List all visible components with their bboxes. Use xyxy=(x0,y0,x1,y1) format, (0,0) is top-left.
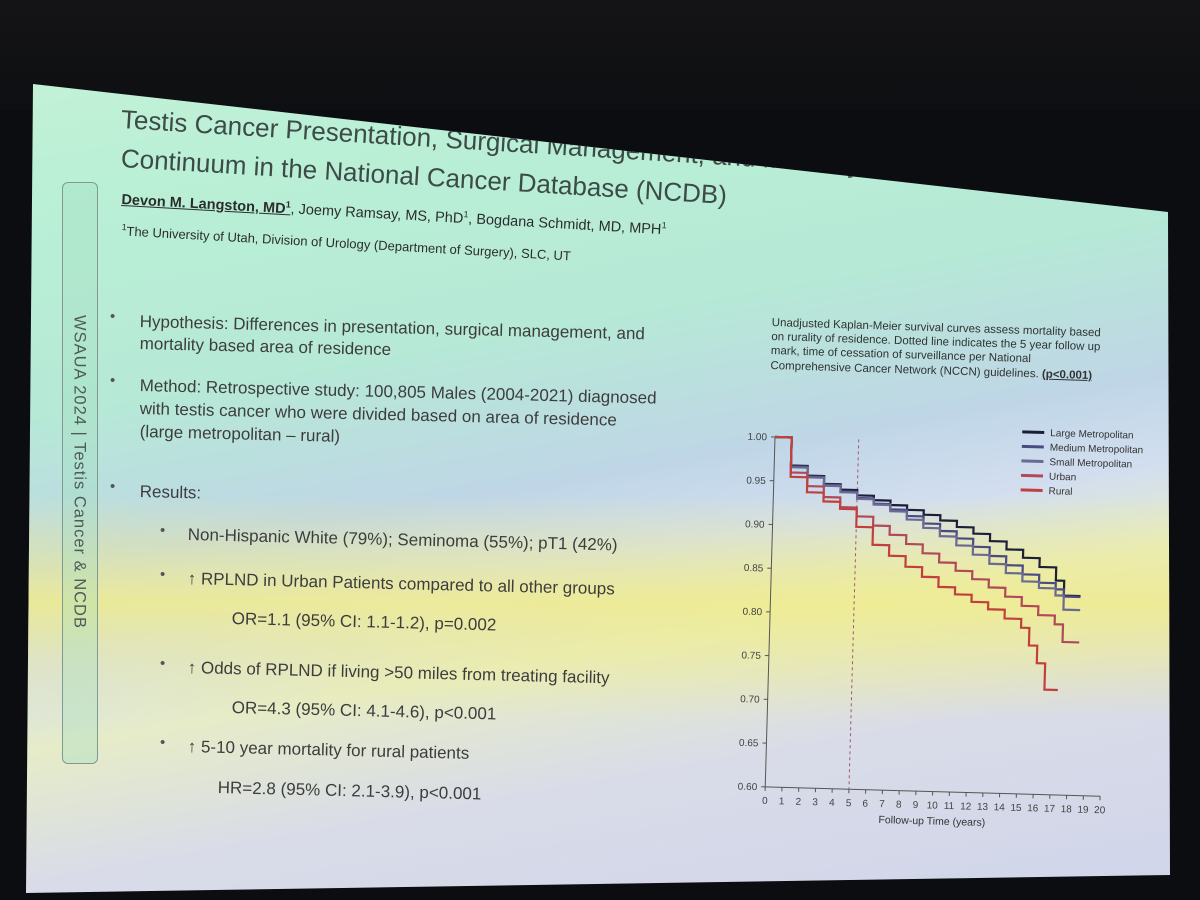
y-tick-label: 0.90 xyxy=(745,519,765,531)
x-tick-label: 4 xyxy=(829,798,835,809)
series-line-rural xyxy=(774,435,1058,692)
km-survival-chart: 0.600.650.700.750.800.850.900.951.000 1 2 3… xyxy=(738,428,1144,829)
legend-swatch xyxy=(1020,488,1043,492)
bullet-dot: • xyxy=(110,478,116,495)
legend-swatch xyxy=(1020,473,1044,478)
x-tick-label: 11 xyxy=(944,801,955,812)
chart-plot-group: 0.600.650.700.750.800.850.900.951.000 1 2 3… xyxy=(738,428,1144,829)
x-tick-label: 7 xyxy=(879,799,885,810)
x-tick-label: 5 xyxy=(846,798,852,809)
legend-label: Urban xyxy=(1049,472,1077,484)
y-tick-label: 0.60 xyxy=(738,782,758,794)
y-tick-label: 0.95 xyxy=(746,475,766,487)
caption-p-value: (p<0.001) xyxy=(1041,368,1093,382)
x-tick-label: 16 xyxy=(1027,803,1039,814)
x-tick-label: 20 xyxy=(1094,805,1106,816)
x-tick-label: 3 xyxy=(812,797,818,808)
legend-label: Medium Metropolitan xyxy=(1050,443,1144,457)
bullet-dot: • xyxy=(160,655,166,672)
result-3-stat: OR=4.3 (95% CI: 4.1-4.6), p<0.001 xyxy=(231,698,497,724)
bullet-dot: • xyxy=(160,566,166,583)
method-line-3: (large metropolitan – rural) xyxy=(139,422,341,446)
y-tick-label: 1.00 xyxy=(747,432,767,444)
x-axis-label: Follow-up Time (years) xyxy=(878,814,985,829)
result-1: Non-Hispanic White (79%); Seminoma (55%)… xyxy=(187,525,618,555)
author-others-2: , Bogdana Schmidt, MD, MPH xyxy=(467,211,662,238)
x-tick-label: 8 xyxy=(896,800,902,811)
series-line-urban xyxy=(774,435,1080,644)
x-tick-label: 19 xyxy=(1077,805,1089,816)
series-line-small-metropolitan xyxy=(774,435,1081,612)
author-others: , Joemy Ramsay, MS, PhD xyxy=(290,201,464,227)
x-tick-label: 6 xyxy=(862,799,868,810)
bullet-dot: • xyxy=(160,522,166,539)
x-tick-label: 15 xyxy=(1010,803,1022,814)
x-tick-label: 9 xyxy=(913,800,919,811)
result-4: ↑ 5-10 year mortality for rural patients xyxy=(187,737,470,763)
x-tick-label: 10 xyxy=(927,800,939,811)
legend-label: Large Metropolitan xyxy=(1050,428,1134,441)
results-heading: Results: xyxy=(139,482,202,503)
result-2: ↑ RPLND in Urban Patients compared to al… xyxy=(187,569,615,599)
bullet-dot: • xyxy=(110,308,116,325)
result-4-stat: HR=2.8 (95% CI: 2.1-3.9), p<0.001 xyxy=(217,778,482,804)
y-tick-label: 0.65 xyxy=(739,738,759,750)
y-tick-label: 0.80 xyxy=(742,607,762,619)
chart-caption: Unadjusted Kaplan-Meier survival curves … xyxy=(770,316,1101,382)
bullet-dot: • xyxy=(110,372,116,389)
x-tick-label: 18 xyxy=(1060,804,1072,815)
legend-swatch xyxy=(1021,459,1044,464)
legend-swatch xyxy=(1022,430,1045,435)
side-label: WSAUA 2024 | Testis Cancer & NCDB xyxy=(70,315,89,629)
y-tick-label: 0.70 xyxy=(740,694,760,706)
legend-label: Rural xyxy=(1048,486,1072,498)
five-year-reference-line xyxy=(848,439,860,790)
x-tick-label: 14 xyxy=(994,802,1006,813)
x-tick-label: 17 xyxy=(1044,804,1056,815)
y-tick-label: 0.75 xyxy=(741,650,761,662)
x-tick-label: 1 xyxy=(779,796,785,807)
result-3: ↑ Odds of RPLND if living >50 miles from… xyxy=(187,658,610,688)
room-background xyxy=(0,0,1200,110)
x-tick-label: 2 xyxy=(795,797,801,808)
side-label-strip xyxy=(62,182,98,764)
result-2-stat: OR=1.1 (95% CI: 1.1-1.2), p=0.002 xyxy=(231,609,497,635)
legend-swatch xyxy=(1021,444,1044,449)
x-tick-label: 12 xyxy=(960,801,972,812)
legend-label: Small Metropolitan xyxy=(1049,457,1132,470)
bullet-dot: • xyxy=(160,734,166,751)
x-tick-label: 0 xyxy=(762,796,768,807)
author-main: Devon M. Langston, MD1 xyxy=(121,191,292,217)
hypothesis-line-2: mortality based area of residence xyxy=(139,334,392,360)
x-tick-label: 13 xyxy=(977,802,989,813)
y-tick-label: 0.85 xyxy=(744,563,764,575)
